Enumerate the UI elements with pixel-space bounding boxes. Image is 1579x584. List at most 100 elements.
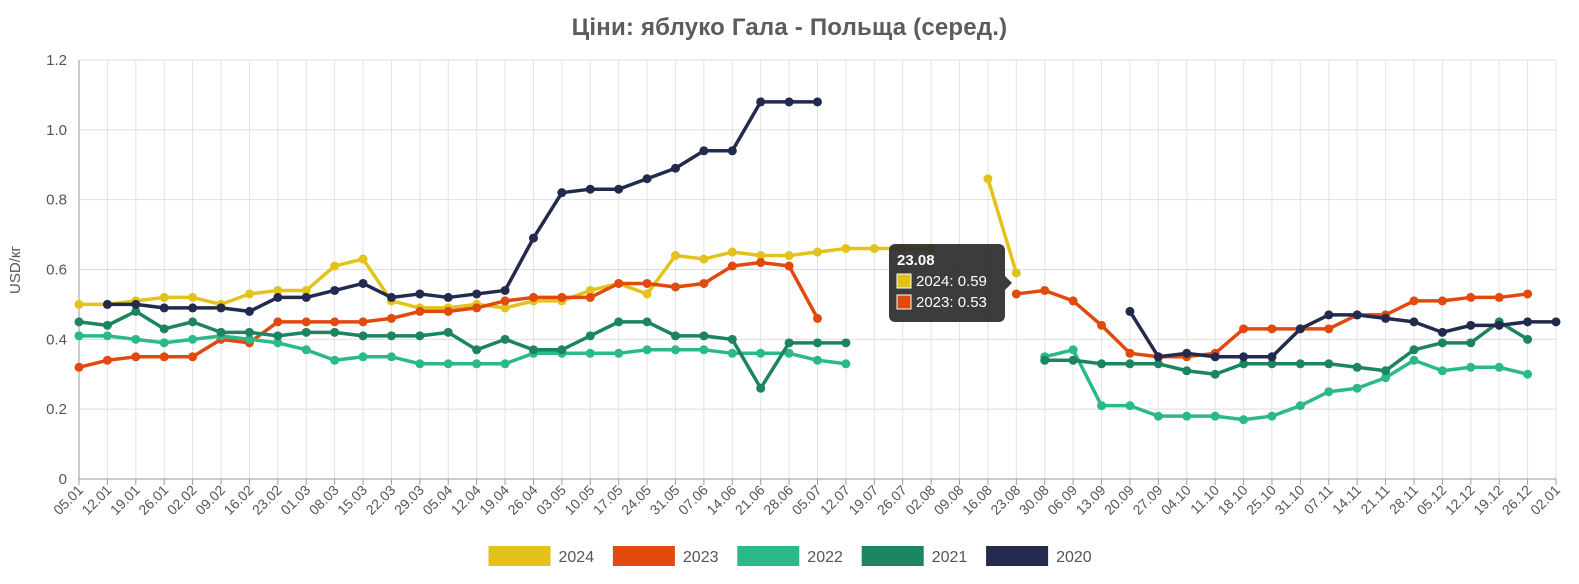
x-tick-label: 21.11 [1357,482,1393,518]
data-point [1352,362,1362,372]
x-tick-label: 28.06 [760,482,796,518]
series-line [77,309,1530,390]
x-tick-label: 29.03 [391,482,427,518]
data-point [1437,366,1447,376]
tooltip-swatch [896,273,912,289]
data-point [102,331,112,341]
legend-item-2024[interactable]: 2024 [488,546,595,566]
data-point [443,306,453,316]
data-point [813,355,822,365]
legend-label: 2021 [932,549,968,566]
data-point [500,359,510,369]
legend-item-2023[interactable]: 2023 [612,546,719,566]
data-point [1125,359,1135,369]
data-point [1466,338,1476,348]
data-point [358,254,368,264]
data-point [756,258,766,268]
data-point [1153,359,1163,369]
data-point [1239,324,1249,334]
data-point [358,317,368,327]
legend-item-2021[interactable]: 2021 [861,546,968,566]
data-point [131,334,141,344]
data-point [131,299,141,309]
data-point [216,327,226,337]
data-point [1409,355,1419,365]
data-point [841,359,851,369]
series-2020 [102,97,1561,362]
tooltip-row: 2024: 0.59 [916,273,987,290]
x-tick-label: 15.03 [334,482,370,518]
data-point [472,345,482,355]
y-tick-label: 1.0 [46,122,67,139]
data-point [301,285,311,295]
legend-swatch [488,546,551,566]
data-point [1466,292,1476,302]
data-point [1267,359,1277,369]
data-point [813,338,822,348]
x-tick-label: 25.10 [1243,482,1279,518]
x-tick-label: 26.04 [504,482,540,518]
data-point [784,251,794,261]
data-point [756,383,766,393]
legend-item-2020[interactable]: 2020 [986,546,1092,566]
data-point [784,348,794,358]
data-point [1267,352,1277,362]
data-point [813,97,822,107]
data-point [557,345,567,355]
data-point [330,317,340,327]
tooltip-swatch [896,294,912,310]
data-point [244,334,254,344]
x-tick-label: 09.02 [192,482,228,518]
data-point [1040,355,1050,365]
y-tick-label: 0.4 [46,331,67,348]
data-point [1210,352,1220,362]
series-2023 [74,258,1533,372]
x-tick-label: 21.06 [732,482,768,518]
data-point [841,338,851,348]
data-point [1125,348,1135,358]
series-layer [74,97,1561,425]
legend-item-2022[interactable]: 2022 [737,546,843,566]
legend-label: 2023 [683,549,719,566]
data-point [301,317,311,327]
data-point [1153,411,1163,421]
x-tick-label: 20.09 [1101,482,1137,518]
data-point [699,254,709,264]
data-point [188,303,198,313]
data-point [1381,373,1391,383]
x-tick-label: 13.09 [1073,482,1109,518]
data-point [1011,289,1021,299]
series-line [77,334,1530,422]
x-tick-label: 05.07 [789,482,825,518]
data-point [614,184,624,194]
chart-title: Ціни: яблуко Гала - Польща (серед.) [571,14,1008,41]
data-point [784,338,794,348]
data-point [443,359,453,369]
x-tick-label: 02.02 [164,482,200,518]
x-tick-label: 31.05 [647,482,683,518]
data-point [188,352,198,362]
x-tick-label: 26.12 [1499,482,1535,518]
data-point [585,348,595,358]
tooltip: 23.08 2024: 0.59 2023: 0.53 [889,244,1012,322]
data-point [1466,362,1476,372]
data-point [159,292,169,302]
data-point [216,303,226,313]
x-tick-label: 11.10 [1187,482,1223,518]
data-point [756,97,766,107]
data-point [188,292,198,302]
tooltip-caret [1005,276,1012,290]
data-point [727,348,737,358]
data-point [102,320,112,330]
data-point [1267,324,1277,334]
data-point [642,278,652,288]
data-point [813,247,822,257]
y-tick-label: 0.8 [46,192,67,209]
data-point [1437,296,1447,306]
data-point [301,292,311,302]
legend: 2024 2023 2022 2021 2020 [488,546,1092,566]
data-point [585,292,595,302]
x-tick-label: 19.04 [476,482,512,518]
grid-layer [78,59,1557,480]
data-point [670,163,680,173]
